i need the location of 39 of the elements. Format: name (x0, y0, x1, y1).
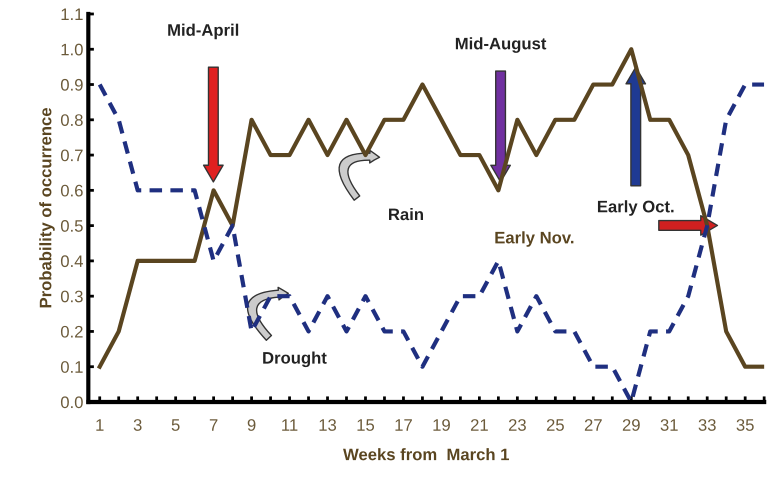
y-axis-title: Probability of occurrence (39, 108, 55, 308)
y-tick-label: 0.3 (60, 290, 83, 302)
y-tick-label: 1.0 (62, 44, 83, 56)
x-tick-label: 13 (320, 419, 336, 431)
y-tick-label: 0.4 (60, 255, 83, 268)
x-tick-label: 19 (433, 419, 450, 431)
x-tick-label: 17 (395, 419, 412, 431)
x-tick-label: 5 (172, 419, 180, 431)
annotation: Mid-April (168, 24, 238, 40)
annotation: Drought (263, 352, 327, 368)
x-tick-label: 33 (698, 419, 716, 431)
x-tick-label: 7 (210, 419, 218, 431)
y-tick-label: 1.1 (62, 8, 83, 20)
x-tick-label: 9 (248, 419, 256, 431)
y-tick-label: 0.6 (60, 184, 83, 197)
x-tick-label: 3 (134, 419, 142, 431)
x-tick-label: 29 (622, 419, 640, 431)
x-axis-title: Weeks from March 1 (343, 448, 509, 460)
y-tick-label: 0.7 (60, 149, 83, 162)
x-tick-label: 15 (357, 419, 374, 431)
y-tick-label: 0.0 (60, 396, 83, 408)
y-tick-label: 0.9 (60, 78, 83, 91)
annotation: Early Nov. (495, 231, 574, 247)
y-tick-label: 0.2 (60, 326, 83, 338)
x-tick-label: 35 (736, 419, 754, 431)
y-tick-label: 0.1 (60, 361, 83, 373)
x-tick-label: 23 (508, 419, 526, 431)
x-tick-label: 11 (282, 419, 298, 431)
annotation: Mid-August (456, 37, 546, 53)
x-tick-label: 25 (546, 419, 564, 431)
annotation: Rain (389, 208, 423, 220)
x-tick-label: 1 (96, 419, 104, 431)
y-tick-label: 0.5 (60, 220, 83, 232)
x-tick-label: 21 (470, 419, 488, 431)
x-tick-label: 27 (584, 419, 602, 431)
y-tick-label: 0.8 (60, 114, 83, 126)
annotation: Early Oct. (598, 200, 674, 216)
line-series (98, 82, 764, 402)
x-tick-label: 31 (660, 419, 678, 431)
